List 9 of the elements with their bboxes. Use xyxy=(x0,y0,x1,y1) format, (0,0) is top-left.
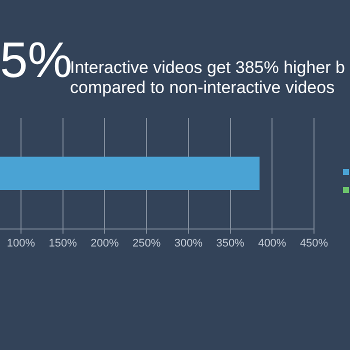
x-tick-label: 100% xyxy=(6,237,36,250)
x-tick-label: 150% xyxy=(48,237,78,250)
x-tick-label: 250% xyxy=(132,237,161,250)
x-tick-label: 200% xyxy=(90,237,119,250)
x-tick-label: 300% xyxy=(174,237,203,250)
x-tick-label: 450% xyxy=(300,237,328,250)
x-tick-label: 350% xyxy=(216,237,245,250)
chart-title: Interactive videos get 385% higher b compared to non-interactive videos xyxy=(70,58,346,98)
x-tick-label: 400% xyxy=(258,237,286,250)
